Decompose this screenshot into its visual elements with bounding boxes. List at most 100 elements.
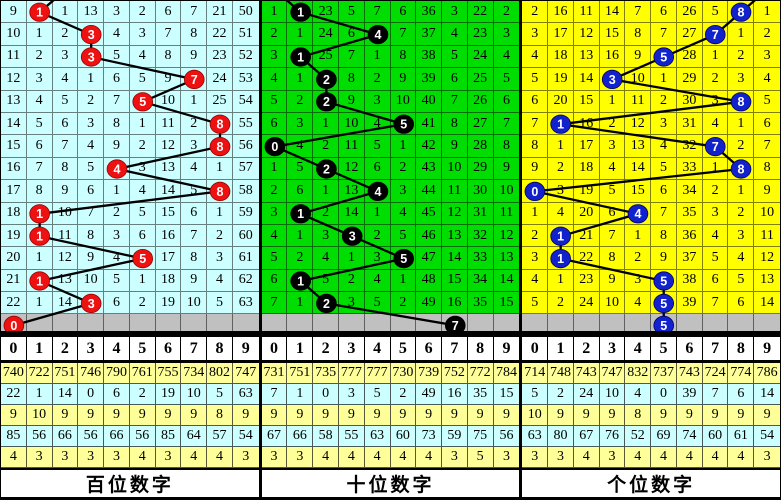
miss-cell: [26, 202, 53, 225]
stat-cell: 63: [522, 426, 549, 447]
miss-cell: 1: [207, 157, 233, 181]
miss-cell: 4: [52, 68, 79, 91]
miss-cell: 23: [207, 45, 233, 69]
miss-cell: 9: [442, 135, 468, 158]
miss-cell: 5: [261, 247, 288, 270]
stat-cell: 66: [104, 426, 130, 447]
miss-cell: [599, 68, 626, 91]
miss-cell: 13: [754, 269, 780, 293]
digit-header-cell: 0: [1, 337, 27, 360]
stat-cell: 49: [416, 384, 443, 405]
stat-cell: 76: [599, 426, 626, 447]
miss-cell: 8: [52, 157, 79, 181]
stat-cell: 59: [442, 426, 468, 447]
miss-cell: 9: [155, 68, 182, 91]
miss-cell: 10: [599, 292, 626, 315]
miss-cell: 12: [155, 135, 182, 158]
stat-cell: 724: [702, 363, 729, 384]
miss-cell: 17: [1, 180, 27, 203]
miss-cell: 13: [52, 269, 79, 293]
miss-cell: 1: [364, 45, 391, 69]
stat-cell: 3: [26, 447, 53, 468]
stat-cell: 722: [26, 363, 53, 384]
miss-cell: [625, 202, 652, 225]
stat-cell: 67: [261, 426, 288, 447]
stat-cell: 0: [651, 384, 677, 405]
miss-cell: 22: [467, 1, 494, 24]
miss-cell: 2: [625, 247, 652, 270]
miss-cell: 24: [467, 45, 494, 69]
miss-cell: [522, 180, 549, 203]
miss-cell: 9: [78, 247, 105, 270]
miss-cell: 15: [625, 180, 652, 203]
miss-cell: 8: [181, 23, 208, 46]
miss-cell: 12: [754, 247, 780, 270]
panel-label-tens: 十位数字: [261, 468, 520, 497]
miss-cell: 4: [78, 135, 105, 158]
miss-cell: 2: [728, 135, 755, 158]
miss-cell: [390, 112, 417, 136]
miss-cell: 1: [207, 202, 233, 225]
stat-cell: 60: [702, 426, 729, 447]
miss-cell: 46: [416, 224, 443, 248]
miss-cell: 10: [442, 157, 468, 181]
miss-cell: 7: [338, 45, 365, 69]
miss-cell: 1: [26, 292, 53, 315]
stat-cell: 4: [651, 447, 677, 468]
miss-cell: 39: [416, 68, 443, 91]
panel-ones-digit: 2 16 11 14 7 6 26 5 1 3 17 12 15 8 7 27 1 2 4 18 13 16 9 28 1 2 3 5…: [522, 1, 780, 497]
stat-cell: 1: [287, 384, 314, 405]
stat-cell: 4: [390, 447, 417, 468]
stat-cell: 714: [522, 363, 549, 384]
miss-cell: 12: [625, 112, 652, 136]
miss-cell: 61: [232, 247, 259, 270]
stat-cell: 3: [548, 447, 574, 468]
divider: [261, 360, 520, 363]
miss-cell: 5: [390, 224, 417, 248]
pending-cell: [416, 314, 443, 331]
digit-header-cell: 5: [651, 337, 677, 360]
miss-cell: 4: [651, 135, 677, 158]
miss-cell: 7: [52, 135, 79, 158]
miss-cell: 5: [26, 112, 53, 136]
pending-cell: [599, 314, 626, 331]
stat-cell: 9: [467, 405, 494, 426]
miss-cell: 51: [232, 23, 259, 46]
miss-cell: 16: [548, 1, 574, 24]
miss-cell: 7: [181, 224, 208, 248]
miss-cell: [26, 1, 53, 24]
stat-cell: 8: [625, 405, 652, 426]
miss-cell: 2: [26, 45, 53, 69]
stat-cell: 751: [287, 363, 314, 384]
miss-cell: [26, 224, 53, 248]
stat-cell: 743: [676, 363, 703, 384]
miss-cell: 33: [676, 157, 703, 181]
miss-cell: 8: [442, 112, 468, 136]
digit-header-cell: 4: [104, 337, 130, 360]
stat-cell: 4: [181, 447, 208, 468]
miss-cell: 63: [232, 292, 259, 315]
stat-cell: 7: [702, 384, 729, 405]
miss-cell: 4: [181, 157, 208, 181]
miss-cell: [129, 247, 156, 270]
miss-cell: 7: [442, 90, 468, 113]
miss-cell: 10: [155, 90, 182, 113]
miss-cell: [78, 45, 105, 69]
miss-cell: 6: [287, 180, 314, 203]
miss-cell: 6: [754, 112, 780, 136]
miss-cell: 9: [599, 269, 626, 293]
miss-cell: 8: [78, 224, 105, 248]
miss-cell: 13: [625, 135, 652, 158]
stat-cell: 0: [313, 384, 339, 405]
miss-cell: 24: [207, 68, 233, 91]
miss-cell: 50: [232, 1, 259, 24]
miss-cell: 4: [207, 269, 233, 293]
pending-cell: [26, 314, 53, 331]
miss-cell: 60: [232, 224, 259, 248]
pending-cell: [467, 314, 494, 331]
stat-cell: 60: [390, 426, 417, 447]
stat-cell: 737: [651, 363, 677, 384]
divider: [261, 331, 520, 337]
miss-cell: 21: [1, 269, 27, 293]
miss-cell: 30: [467, 180, 494, 203]
